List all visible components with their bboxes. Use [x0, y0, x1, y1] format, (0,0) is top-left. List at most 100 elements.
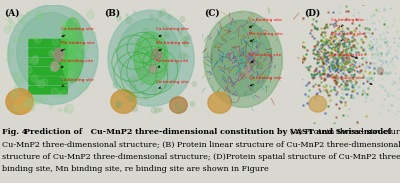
Circle shape	[113, 83, 117, 88]
Circle shape	[151, 107, 156, 113]
Circle shape	[143, 68, 146, 72]
Circle shape	[46, 31, 49, 35]
Circle shape	[21, 19, 26, 25]
Circle shape	[51, 62, 59, 71]
Circle shape	[128, 96, 133, 102]
FancyBboxPatch shape	[29, 49, 67, 56]
Circle shape	[140, 82, 143, 85]
Circle shape	[117, 16, 121, 21]
Text: Ca binding site: Ca binding site	[61, 79, 94, 86]
Text: Prediction of   Cu-MnP2 three-dimensional constitution by VAST and Swiss-model: Prediction of Cu-MnP2 three-dimensional …	[24, 128, 391, 136]
Ellipse shape	[62, 18, 83, 82]
Circle shape	[11, 90, 18, 99]
Circle shape	[31, 98, 37, 105]
Circle shape	[50, 104, 53, 108]
Ellipse shape	[204, 11, 282, 107]
Text: Fe binding site: Fe binding site	[331, 53, 364, 58]
Circle shape	[8, 18, 12, 23]
Circle shape	[116, 101, 122, 108]
Circle shape	[61, 76, 63, 79]
Text: Ca binding site: Ca binding site	[331, 76, 372, 85]
Ellipse shape	[6, 89, 33, 114]
Circle shape	[159, 108, 162, 112]
Text: Cu-MnP2 three-dimensional structure; (B) Protein linear structure of Cu-MnP2 thr: Cu-MnP2 three-dimensional structure; (B)…	[2, 141, 400, 149]
Circle shape	[164, 69, 168, 75]
Text: Mn binding site: Mn binding site	[156, 41, 190, 51]
Circle shape	[18, 14, 24, 22]
Circle shape	[61, 90, 67, 97]
Circle shape	[131, 83, 136, 90]
Circle shape	[143, 28, 148, 34]
Ellipse shape	[61, 22, 76, 78]
Circle shape	[26, 66, 32, 74]
Circle shape	[9, 21, 15, 28]
Circle shape	[153, 87, 158, 93]
Circle shape	[22, 37, 26, 41]
Circle shape	[145, 74, 148, 77]
Circle shape	[79, 88, 82, 92]
Circle shape	[22, 104, 26, 109]
FancyBboxPatch shape	[29, 40, 67, 47]
Text: (D): (D)	[304, 9, 320, 18]
Circle shape	[70, 33, 72, 36]
Circle shape	[180, 52, 185, 59]
Circle shape	[136, 66, 141, 72]
Circle shape	[378, 68, 383, 75]
Circle shape	[126, 17, 132, 23]
Text: Fe binding site: Fe binding site	[61, 59, 93, 68]
Circle shape	[164, 32, 169, 38]
Circle shape	[18, 30, 20, 32]
Circle shape	[52, 39, 58, 46]
Circle shape	[184, 37, 188, 41]
Circle shape	[48, 11, 52, 15]
Circle shape	[179, 32, 182, 36]
Circle shape	[62, 56, 64, 59]
Circle shape	[81, 82, 87, 89]
Circle shape	[136, 38, 141, 44]
Ellipse shape	[8, 5, 98, 104]
Circle shape	[38, 80, 44, 88]
Circle shape	[79, 77, 82, 81]
Circle shape	[79, 42, 84, 49]
Ellipse shape	[17, 12, 85, 92]
Circle shape	[7, 58, 10, 62]
Circle shape	[29, 104, 35, 111]
Circle shape	[35, 95, 42, 104]
Circle shape	[180, 16, 184, 22]
Text: Ca binding site: Ca binding site	[156, 80, 189, 88]
Circle shape	[158, 12, 162, 17]
Circle shape	[183, 54, 188, 60]
Circle shape	[58, 94, 61, 97]
Circle shape	[26, 12, 30, 17]
Circle shape	[126, 14, 128, 16]
Circle shape	[151, 35, 155, 40]
Circle shape	[142, 92, 144, 94]
Circle shape	[181, 37, 187, 43]
Circle shape	[184, 40, 188, 45]
Circle shape	[31, 75, 38, 82]
Text: Ca binding site: Ca binding site	[61, 27, 94, 37]
Circle shape	[152, 49, 162, 61]
Circle shape	[51, 88, 59, 97]
Circle shape	[87, 11, 94, 19]
Circle shape	[31, 56, 38, 65]
Circle shape	[184, 43, 188, 47]
Text: Fe binding site: Fe binding site	[156, 59, 188, 67]
Circle shape	[144, 94, 148, 100]
Text: (C): (C)	[204, 9, 220, 18]
Circle shape	[140, 51, 143, 55]
Circle shape	[160, 9, 166, 16]
Circle shape	[115, 48, 117, 51]
Circle shape	[37, 12, 43, 20]
Circle shape	[84, 46, 88, 50]
Text: Ca binding site: Ca binding site	[249, 76, 282, 86]
Ellipse shape	[111, 90, 136, 113]
Circle shape	[116, 102, 120, 107]
Circle shape	[66, 104, 73, 113]
Circle shape	[155, 108, 159, 113]
Circle shape	[156, 18, 158, 20]
Circle shape	[149, 64, 157, 73]
Circle shape	[35, 10, 43, 19]
Circle shape	[59, 109, 62, 111]
Circle shape	[167, 14, 172, 20]
